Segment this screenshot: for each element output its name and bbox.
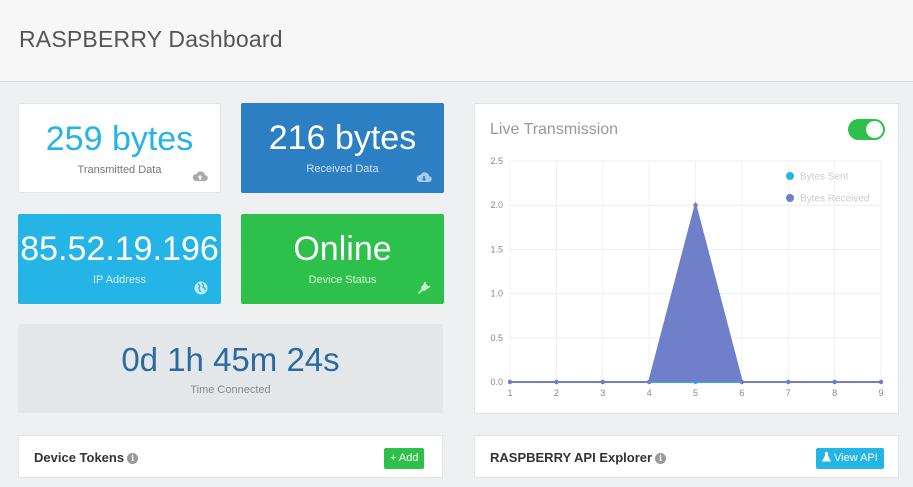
device-status-value: Online <box>293 230 392 268</box>
legend-label: Bytes Received <box>800 194 869 205</box>
ip-address-label: IP Address <box>93 274 146 286</box>
time-connected-label: Time Connected <box>190 384 271 396</box>
device-tokens-heading: Device Tokens i <box>34 450 139 465</box>
y-tick-label: 1.5 <box>490 244 503 254</box>
received-data-value: 216 bytes <box>268 119 417 157</box>
data-point <box>832 379 837 385</box>
info-icon[interactable]: i <box>655 453 667 464</box>
transmitted-data-tile: 259 bytes Transmitted Data <box>18 103 221 193</box>
legend-label: Bytes Sent <box>800 172 849 183</box>
x-tick-label: 6 <box>739 388 744 398</box>
device-status-tile: Online Device Status <box>241 214 444 304</box>
flask-icon <box>822 452 831 462</box>
api-explorer-heading: RASPBERRY API Explorer i <box>490 450 667 465</box>
x-tick-label: 9 <box>878 388 883 398</box>
x-tick-label: 1 <box>507 388 512 398</box>
data-point <box>554 379 559 385</box>
live-transmission-panel: Live Transmission 0.0 0.5 1.0 1.5 2.0 2.5 1 2 3 4… <box>474 103 899 414</box>
legend-swatch <box>786 194 794 202</box>
y-tick-label: 0.5 <box>490 333 503 343</box>
api-explorer-panel: RASPBERRY API Explorer i View API <box>474 435 899 478</box>
y-tick-label: 2.5 <box>490 156 503 166</box>
live-transmission-toggle[interactable] <box>848 119 885 140</box>
api-explorer-title: RASPBERRY API Explorer <box>490 450 653 465</box>
cloud-upload-icon <box>192 171 208 182</box>
x-tick-label: 8 <box>832 388 837 398</box>
device-tokens-title: Device Tokens <box>34 450 125 465</box>
received-data-tile: 216 bytes Received Data <box>241 103 444 193</box>
transmitted-data-value: 259 bytes <box>45 120 194 158</box>
x-tick-label: 5 <box>693 388 698 398</box>
time-connected-tile: 0d 1h 45m 24s Time Connected <box>18 324 443 413</box>
live-transmission-title: Live Transmission <box>490 121 619 138</box>
device-status-label: Device Status <box>308 274 377 286</box>
info-icon[interactable]: i <box>127 453 139 464</box>
legend-swatch <box>786 172 794 180</box>
x-tick-label: 3 <box>600 388 605 398</box>
toggle-knob <box>866 121 883 138</box>
view-api-button[interactable]: View API <box>816 448 884 469</box>
data-point <box>600 379 605 385</box>
page-header: RASPBERRY Dashboard <box>0 0 913 82</box>
x-tick-label: 7 <box>786 388 791 398</box>
ip-address-value: 85.52.19.196 <box>20 230 219 268</box>
page-title: RASPBERRY Dashboard <box>19 26 283 52</box>
y-tick-label: 0.0 <box>490 377 503 387</box>
ip-address-tile: 85.52.19.196 IP Address <box>18 214 221 304</box>
data-point <box>739 379 745 385</box>
transmitted-data-label: Transmitted Data <box>77 164 162 176</box>
view-api-label: View API <box>834 452 878 464</box>
series-area-1 <box>510 205 881 382</box>
data-point <box>786 379 791 385</box>
x-tick-label: 2 <box>554 388 559 398</box>
x-tick-label: 4 <box>647 388 652 398</box>
add-token-button[interactable]: + Add <box>384 448 425 469</box>
y-tick-label: 2.0 <box>490 200 503 210</box>
data-point <box>693 203 698 208</box>
globe-icon <box>194 281 208 295</box>
cloud-download-icon <box>416 172 432 183</box>
data-point <box>646 379 652 385</box>
data-point <box>878 379 884 385</box>
y-tick-label: 1.0 <box>490 289 503 299</box>
plug-icon <box>417 281 431 295</box>
live-transmission-chart: 0.0 0.5 1.0 1.5 2.0 2.5 1 2 3 4 5 6 7 8 9 Bytes Sent Byt… <box>490 156 884 398</box>
device-tokens-panel: Device Tokens i + Add <box>18 435 443 478</box>
time-connected-value: 0d 1h 45m 24s <box>121 341 340 378</box>
data-point <box>507 379 513 385</box>
received-data-label: Received Data <box>306 163 379 175</box>
